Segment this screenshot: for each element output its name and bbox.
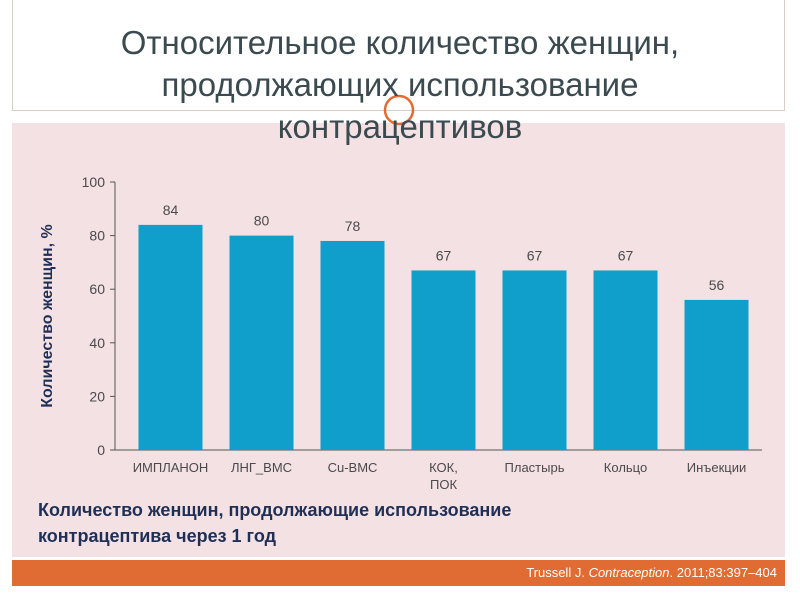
bar-chart: 0 20 40 60 80 100 Количество женщин, % 84 ИМПЛАН… xyxy=(39,174,762,492)
bar-value-label: 56 xyxy=(709,277,725,293)
bar-value-label: 80 xyxy=(254,213,270,229)
bar xyxy=(502,270,567,450)
bar-value-label: 78 xyxy=(345,218,361,234)
title-line-1: Относительное количество женщин, xyxy=(120,24,680,61)
footer-bar: Trussell J. Contraception. 2011;83:397–4… xyxy=(12,560,785,586)
category-label: Пластырь xyxy=(505,460,565,475)
y-tick-label: 60 xyxy=(89,281,105,297)
citation-ref: . 2011;83:397–404 xyxy=(669,565,777,580)
y-tick-label: 0 xyxy=(97,442,105,458)
ring-icon xyxy=(383,94,415,126)
caption-line-2: контрацептива через 1 год xyxy=(38,526,276,546)
chart-caption: Количество женщин, продолжающие использо… xyxy=(38,497,718,549)
bar xyxy=(593,270,658,450)
y-tick-label: 40 xyxy=(89,335,105,351)
bar-value-label: 67 xyxy=(436,247,452,263)
citation-journal: Contraception xyxy=(588,565,670,580)
y-tick-label: 80 xyxy=(89,228,105,244)
bar-value-label: 67 xyxy=(618,247,634,263)
bar xyxy=(320,240,385,450)
slide-title: Относительное количество женщин, продолж… xyxy=(40,22,760,148)
category-label: ИМПЛАНОН xyxy=(133,460,209,475)
bar xyxy=(229,235,294,450)
bar xyxy=(138,224,203,450)
bar-value-label: 67 xyxy=(527,247,543,263)
bar xyxy=(411,270,476,450)
caption-line-1: Количество женщин, продолжающие использо… xyxy=(38,500,512,520)
right-rule xyxy=(784,0,785,110)
citation: Trussell J. Contraception. 2011;83:397–4… xyxy=(526,565,777,580)
category-label: Cu-ВМС xyxy=(328,460,378,475)
category-label: Кольцо xyxy=(604,460,647,475)
title-line-3: контрацептивов xyxy=(277,108,523,145)
bar-value-label: 84 xyxy=(163,202,179,218)
y-axis-title: Количество женщин, % xyxy=(39,224,56,408)
category-label: Инъекции xyxy=(687,460,747,475)
category-label: ПОК xyxy=(430,477,457,492)
left-rule xyxy=(12,0,13,110)
y-tick-label: 100 xyxy=(82,174,106,190)
title-divider xyxy=(12,110,785,111)
category-label: КОК, xyxy=(429,460,458,475)
y-tick-label: 20 xyxy=(89,388,105,404)
category-label: ЛНГ_ВМС xyxy=(231,460,292,475)
title-line-2: продолжающих использование xyxy=(161,66,639,103)
bar xyxy=(684,299,749,450)
citation-author: Trussell J. xyxy=(526,565,585,580)
